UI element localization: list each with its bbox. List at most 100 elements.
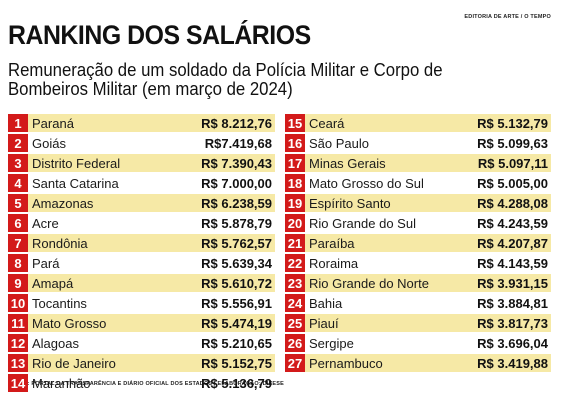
state-name: Minas Gerais <box>309 155 386 171</box>
rank-badge: 12 <box>8 334 28 352</box>
state-name: Paraná <box>32 115 74 131</box>
salary-value: R$ 5.136,79 <box>201 375 272 391</box>
rank-badge: 6 <box>8 214 28 232</box>
table-row: 14 Maranhão R$ 5.136,79 <box>8 374 275 392</box>
rank-badge: 9 <box>8 274 28 292</box>
table-row: 10 Tocantins R$ 5.556,91 <box>8 294 275 312</box>
source-note: FONTE: PORTAL DA TRANSPARÊNCIA E DIÁRIO … <box>8 381 285 387</box>
ranking-column-left: 1 Paraná R$ 8.212,76 2 Goiás R$7.419,68 3 Distr… <box>8 114 275 394</box>
salary-value: R$ 5.474,19 <box>201 315 272 331</box>
table-row: 19 Espírito Santo R$ 4.288,08 <box>285 194 551 212</box>
salary-value: R$ 5.097,11 <box>477 155 548 171</box>
state-name: Paraíba <box>309 235 355 251</box>
salary-value: R$ 5.210,65 <box>201 335 272 351</box>
salary-value: R$ 4.207,87 <box>477 235 548 251</box>
table-row: 15 Ceará R$ 5.132,79 <box>285 114 551 132</box>
state-name: Pernambuco <box>309 355 383 371</box>
rank-badge: 21 <box>285 234 305 252</box>
table-row: 11 Mato Grosso R$ 5.474,19 <box>8 314 275 332</box>
table-row: 2 Goiás R$7.419,68 <box>8 134 275 152</box>
rank-badge: 4 <box>8 174 28 192</box>
rank-badge: 15 <box>285 114 305 132</box>
state-name: Piauí <box>309 315 339 331</box>
state-name: Rio Grande do Norte <box>309 275 429 291</box>
ranking-column-right: 15 Ceará R$ 5.132,79 16 São Paulo R$ 5.099,63… <box>285 114 551 374</box>
state-name: Maranhão <box>32 375 91 391</box>
table-row: 18 Mato Grosso do Sul R$ 5.005,00 <box>285 174 551 192</box>
state-name: Goiás <box>32 135 66 151</box>
rank-badge: 11 <box>8 314 28 332</box>
state-name: Mato Grosso <box>32 315 107 331</box>
salary-value: R$ 7.000,00 <box>201 175 272 191</box>
rank-badge: 19 <box>285 194 305 212</box>
table-row: 26 Sergipe R$ 3.696,04 <box>285 334 551 352</box>
salary-value: R$ 6.238,59 <box>201 195 272 211</box>
table-row: 27 Pernambuco R$ 3.419,88 <box>285 354 551 372</box>
salary-value: R$ 3.884,81 <box>477 295 548 311</box>
rank-badge: 23 <box>285 274 305 292</box>
table-row: 13 Rio de Janeiro R$ 5.152,75 <box>8 354 275 372</box>
table-row: 21 Paraíba R$ 4.207,87 <box>285 234 551 252</box>
table-row: 6 Acre R$ 5.878,79 <box>8 214 275 232</box>
salary-value: R$ 4.243,59 <box>477 215 548 231</box>
rank-badge: 25 <box>285 314 305 332</box>
salary-value: R$ 5.610,72 <box>201 275 272 291</box>
rank-badge: 20 <box>285 214 305 232</box>
rank-badge: 2 <box>8 134 28 152</box>
rank-badge: 13 <box>8 354 28 372</box>
salary-value: R$ 5.556,91 <box>201 295 272 311</box>
rank-badge: 5 <box>8 194 28 212</box>
salary-value: R$ 7.390,43 <box>201 155 272 171</box>
state-name: Sergipe <box>309 335 354 351</box>
state-name: Mato Grosso do Sul <box>309 175 424 191</box>
salary-value: R$ 3.419,88 <box>477 355 548 371</box>
rank-badge: 14 <box>8 374 28 392</box>
state-name: Ceará <box>309 115 345 131</box>
table-row: 8 Pará R$ 5.639,34 <box>8 254 275 272</box>
rank-badge: 7 <box>8 234 28 252</box>
salary-value: R$ 5.005,00 <box>477 175 548 191</box>
salary-value: R$ 5.639,34 <box>201 255 272 271</box>
state-name: Espírito Santo <box>309 195 391 211</box>
table-row: 25 Piauí R$ 3.817,73 <box>285 314 551 332</box>
salary-value: R$ 5.132,79 <box>477 115 548 131</box>
rank-badge: 16 <box>285 134 305 152</box>
table-row: 7 Rondônia R$ 5.762,57 <box>8 234 275 252</box>
state-name: Rondônia <box>32 235 88 251</box>
table-row: 5 Amazonas R$ 6.238,59 <box>8 194 275 212</box>
table-row: 17 Minas Gerais R$ 5.097,11 <box>285 154 551 172</box>
table-row: 1 Paraná R$ 8.212,76 <box>8 114 275 132</box>
table-row: 9 Amapá R$ 5.610,72 <box>8 274 275 292</box>
salary-value: R$ 8.212,76 <box>201 115 272 131</box>
salary-value: R$ 4.288,08 <box>477 195 548 211</box>
credit-line: EDITORIA DE ARTE / O TEMPO <box>464 14 551 20</box>
salary-value: R$7.419,68 <box>204 135 272 151</box>
table-row: 12 Alagoas R$ 5.210,65 <box>8 334 275 352</box>
table-row: 4 Santa Catarina R$ 7.000,00 <box>8 174 275 192</box>
rank-badge: 27 <box>285 354 305 372</box>
table-row: 24 Bahia R$ 3.884,81 <box>285 294 551 312</box>
salary-value: R$ 4.143,59 <box>477 255 548 271</box>
rank-badge: 8 <box>8 254 28 272</box>
chart-subtitle: Remuneração de um soldado da Polícia Mil… <box>8 60 443 99</box>
rank-badge: 22 <box>285 254 305 272</box>
state-name: Bahia <box>309 295 343 311</box>
table-row: 20 Rio Grande do Sul R$ 4.243,59 <box>285 214 551 232</box>
salary-value: R$ 3.696,04 <box>477 335 548 351</box>
state-name: Amazonas <box>32 195 94 211</box>
salary-value: R$ 3.931,15 <box>477 275 548 291</box>
rank-badge: 17 <box>285 154 305 172</box>
rank-badge: 24 <box>285 294 305 312</box>
rank-badge: 10 <box>8 294 28 312</box>
state-name: São Paulo <box>309 135 369 151</box>
rank-badge: 18 <box>285 174 305 192</box>
table-row: 3 Distrito Federal R$ 7.390,43 <box>8 154 275 172</box>
table-row: 23 Rio Grande do Norte R$ 3.931,15 <box>285 274 551 292</box>
salary-value: R$ 5.878,79 <box>201 215 272 231</box>
state-name: Rio de Janeiro <box>32 355 116 371</box>
rank-badge: 26 <box>285 334 305 352</box>
salary-value: R$ 5.152,75 <box>201 355 272 371</box>
rank-badge: 3 <box>8 154 28 172</box>
state-name: Amapá <box>32 275 74 291</box>
state-name: Roraima <box>309 255 359 271</box>
